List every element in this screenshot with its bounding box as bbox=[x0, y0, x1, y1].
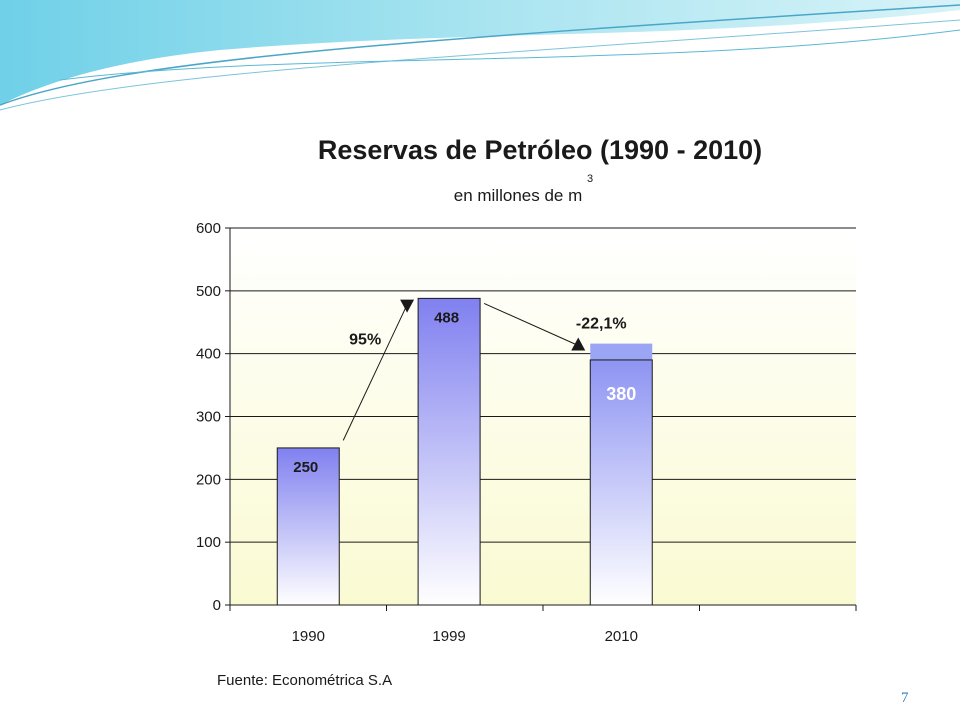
header-swoosh-decoration bbox=[0, 0, 960, 111]
annotation-growth: 95% bbox=[349, 332, 381, 349]
arrow-up-icon bbox=[571, 337, 586, 351]
x-tick-label: 2010 bbox=[605, 628, 638, 645]
source-note: Fuente: Econométrica S.A bbox=[217, 672, 393, 689]
annotation-decline: -22,1% bbox=[576, 316, 627, 333]
y-tick-label: 300 bbox=[196, 409, 221, 426]
chart-subtitle: en millones de m bbox=[454, 186, 583, 205]
x-tick-label: 1999 bbox=[432, 628, 465, 645]
arrow-down-icon bbox=[400, 299, 415, 313]
x-axis: 1990 1999 2010 bbox=[229, 604, 857, 645]
data-label-1990: 250 bbox=[293, 459, 318, 476]
decline-arrow-line bbox=[483, 302, 579, 346]
bars bbox=[276, 297, 653, 606]
annotations: 95% -22,1% bbox=[342, 299, 627, 441]
bar-1990 bbox=[276, 447, 340, 606]
y-axis-ticks: 0 100 200 300 400 500 600 bbox=[196, 220, 231, 614]
x-tick-label: 1990 bbox=[292, 628, 325, 645]
bar-1999 bbox=[417, 297, 481, 606]
data-label-1999: 488 bbox=[434, 309, 459, 326]
y-tick-label: 500 bbox=[196, 283, 221, 300]
chart-title: Reservas de Petróleo (1990 - 2010) bbox=[318, 135, 762, 165]
y-tick-label: 200 bbox=[196, 471, 221, 488]
data-label-2010: 380 bbox=[606, 384, 636, 404]
y-tick-label: 600 bbox=[196, 220, 221, 237]
chart-subtitle-superscript: 3 bbox=[587, 173, 593, 185]
y-tick-label: 100 bbox=[196, 534, 221, 551]
y-tick-label: 400 bbox=[196, 346, 221, 363]
page-number: 7 bbox=[901, 690, 909, 706]
gridlines bbox=[230, 227, 856, 543]
data-labels: 250 488 380 bbox=[293, 309, 636, 476]
y-tick-label: 0 bbox=[213, 597, 221, 614]
growth-arrow-line bbox=[342, 304, 408, 441]
